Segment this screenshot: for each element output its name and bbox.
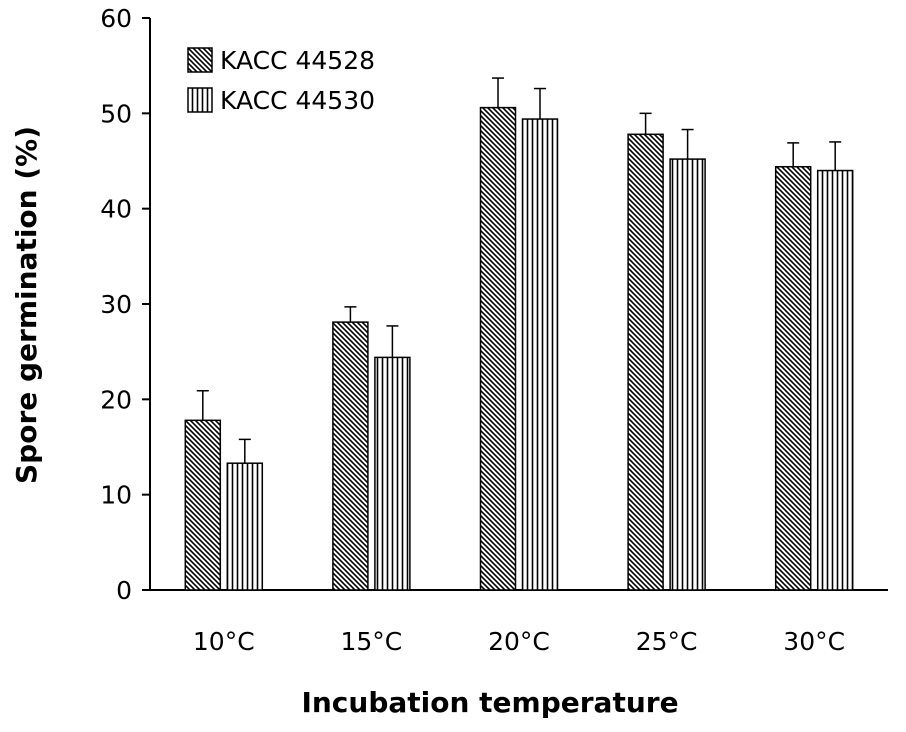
legend: KACC 44528 KACC 44530 [187,46,375,115]
x-tick-label: 20°C [488,627,550,656]
y-tick-label: 40 [100,195,132,224]
x-axis-title: Incubation temperature [301,686,678,719]
y-tick-label: 20 [100,385,132,414]
labels: Incubation temperature Spore germination… [10,126,679,719]
bar [184,419,222,591]
y-tick-label: 60 [100,4,132,33]
legend-label: KACC 44528 [220,46,375,75]
bar [627,133,664,591]
x-tick-label: 25°C [636,627,698,656]
bar [332,321,369,591]
bar [521,118,559,591]
bar [226,462,264,591]
x-tick-label: 10°C [193,627,255,656]
bars [184,77,854,591]
bar [479,106,517,591]
bar [374,356,411,591]
legend-label: KACC 44530 [220,86,375,115]
y-tick-label: 10 [100,481,132,510]
y-tick-label: 50 [100,99,132,128]
legend-swatch [187,87,213,113]
legend-swatch [187,47,213,73]
bar [816,169,854,591]
y-axis-title: Spore germination (%) [10,126,43,484]
x-tick-label: 30°C [783,627,845,656]
x-tick-label: 15°C [341,627,403,656]
bar [774,165,812,591]
bar [669,158,706,591]
axes: 0 10 20 30 40 50 60 10°C 15°C 20°C 25°C 30°C [100,4,888,656]
y-tick-label: 30 [100,290,132,319]
y-tick-label: 0 [116,576,132,605]
